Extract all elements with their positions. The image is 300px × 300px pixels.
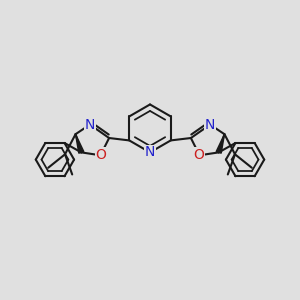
Polygon shape: [76, 134, 84, 153]
Text: N: N: [145, 146, 155, 159]
Text: N: N: [205, 118, 215, 132]
Text: N: N: [85, 118, 95, 132]
Text: O: O: [95, 148, 106, 162]
Text: O: O: [194, 148, 205, 162]
Polygon shape: [216, 134, 224, 153]
